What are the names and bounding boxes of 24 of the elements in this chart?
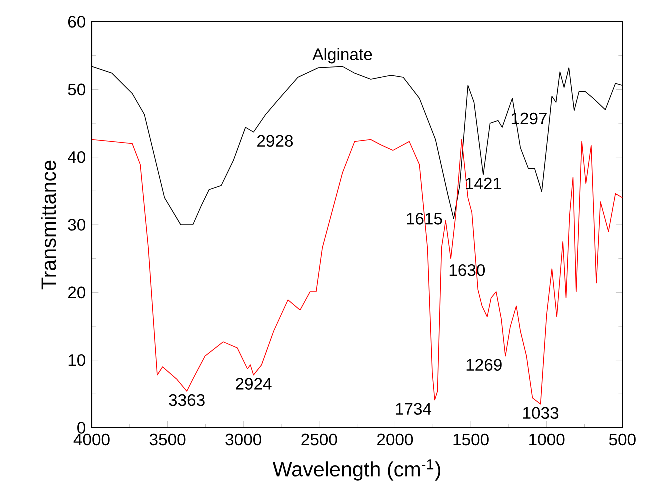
x-tick-label: 2000 (378, 434, 414, 446)
y-tick-label: 60 (68, 16, 86, 28)
y-tick-label: 20 (68, 286, 86, 299)
y-tick-label: 10 (68, 354, 86, 366)
annotation: 2924 (236, 378, 272, 390)
annotation: 1269 (466, 359, 502, 372)
x-axis-title: Wavelength (cm$^{-1}$) (272, 460, 441, 481)
y-tick-label: 30 (68, 219, 86, 231)
x-tick-label: 1500 (454, 434, 489, 446)
x-tick-label: 500 (609, 434, 636, 446)
annotation: 3363 (169, 394, 205, 406)
series-label: Alginate (312, 48, 372, 64)
x-tick-label: 3000 (226, 434, 262, 446)
x-tick-label: 4000 (74, 434, 110, 446)
x-tick-label: 2500 (302, 434, 338, 446)
annotation: 1734 (396, 403, 432, 415)
x-tick-label: 1000 (530, 434, 565, 446)
y-tick-label: 40 (68, 151, 86, 164)
annotation: 1033 (524, 407, 559, 420)
x-tick-label: 3500 (150, 434, 186, 446)
y-axis-title: Transmittance (41, 160, 56, 290)
y-tick-label: 0 (78, 422, 86, 434)
annotation: 2928 (258, 135, 294, 148)
y-tick-label: 50 (68, 84, 86, 96)
